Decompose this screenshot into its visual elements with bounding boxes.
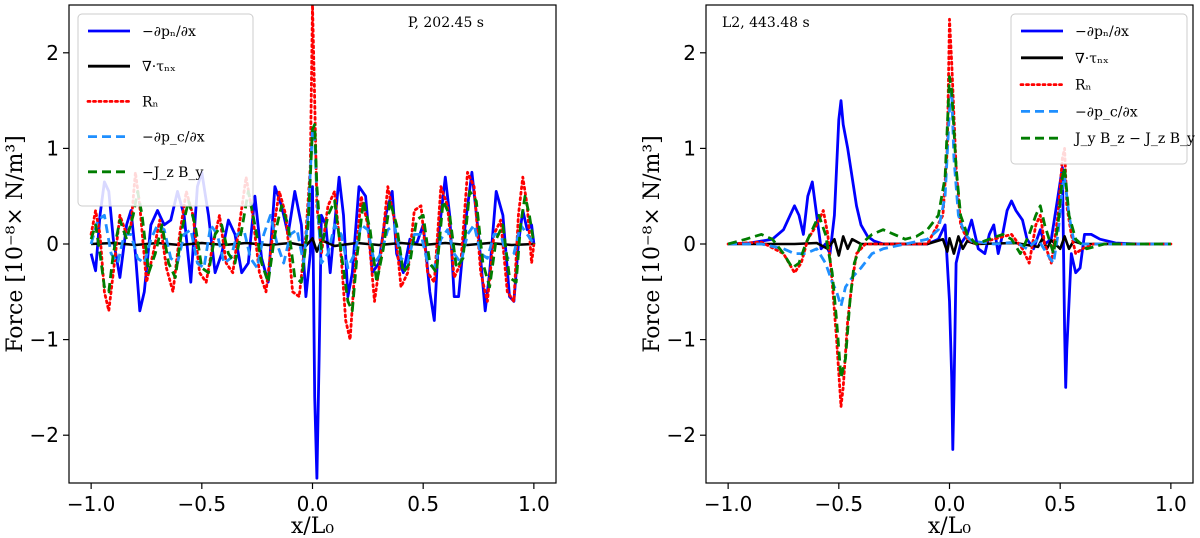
y-tick-label: −2: [667, 423, 696, 447]
series-line-3: [89, 127, 536, 270]
panel-annotation: P, 202.45 s: [408, 15, 484, 31]
legend-label-4: J_y B_z − J_z B_y: [1073, 131, 1195, 147]
y-tick-label: 2: [683, 41, 696, 65]
series-line-0: [728, 99, 1171, 451]
x-tick-label: −0.5: [815, 492, 864, 516]
y-tick-label: 0: [46, 232, 59, 256]
y-tick-label: 1: [683, 136, 696, 160]
x-tick-label: 0.5: [1044, 492, 1076, 516]
legend-label-0: −∂pₙ/∂x: [142, 24, 196, 40]
legend-box: [1010, 13, 1188, 165]
legend-label-3: −∂p_c/∂x: [142, 130, 205, 146]
x-tick-label: 0.5: [407, 492, 439, 516]
left-panel: −1.0 −0.5 0.0 0.5 1.0 −2 −1 0 1 2 x/L₀ Force [10⁻⁸×…: [3, 4, 557, 538]
x-tick-label: 0.0: [934, 492, 966, 516]
legend-label-3: −∂p_c/∂x: [1075, 104, 1138, 120]
series-line-1: [91, 237, 534, 253]
x-tick-label: −0.5: [178, 492, 227, 516]
y-tick-label: 0: [683, 232, 696, 256]
x-tick-label: 0.0: [297, 492, 329, 516]
series-line-4: [89, 123, 536, 313]
series-line-2: [89, 5, 536, 341]
legend-label-2: Rₙ: [142, 94, 159, 110]
y-tick-label: −1: [667, 328, 696, 352]
legend-label-4: −J_z B_y: [142, 165, 203, 181]
x-tick-label: 1.0: [1155, 492, 1187, 516]
y-axis-label: Force [10⁻⁸× N/m³]: [3, 135, 28, 353]
panel-annotation: L2, 443.48 s: [722, 15, 810, 31]
series-line-3: [728, 89, 1171, 308]
legend-box: [77, 13, 254, 207]
legend-label-1: ∇·τₙₓ: [142, 59, 176, 75]
y-tick-label: 2: [46, 41, 59, 65]
x-axis-label: x/L₀: [291, 514, 334, 538]
legend: −∂pₙ/∂x ∇·τₙₓ Rₙ −∂p_c/∂x J_y B_z − J_z B_y: [1010, 13, 1195, 165]
legend: −∂pₙ/∂x ∇·τₙₓ Rₙ −∂p_c/∂x −J_z B_y: [77, 13, 254, 207]
y-axis-label: Force [10⁻⁸× N/m³]: [640, 135, 665, 353]
legend-label-1: ∇·τₙₓ: [1075, 51, 1109, 67]
x-tick-label: −1.0: [704, 492, 753, 516]
y-tick-label: 1: [46, 136, 59, 160]
y-tick-label: −1: [30, 328, 59, 352]
series-line-1: [728, 235, 1171, 257]
x-tick-label: −1.0: [67, 492, 116, 516]
right-panel: −1.0 −0.5 0.0 0.5 1.0 −2 −1 0 1 2 x/L₀ Force [10⁻⁸×…: [640, 4, 1195, 538]
legend-label-2: Rₙ: [1075, 78, 1092, 94]
x-axis-label: x/L₀: [928, 514, 971, 538]
x-tick-label: 1.0: [518, 492, 550, 516]
series-line-4: [727, 75, 1171, 380]
series-group: [89, 5, 536, 480]
legend-label-0: −∂pₙ/∂x: [1075, 24, 1129, 40]
y-tick-label: −2: [30, 423, 59, 447]
